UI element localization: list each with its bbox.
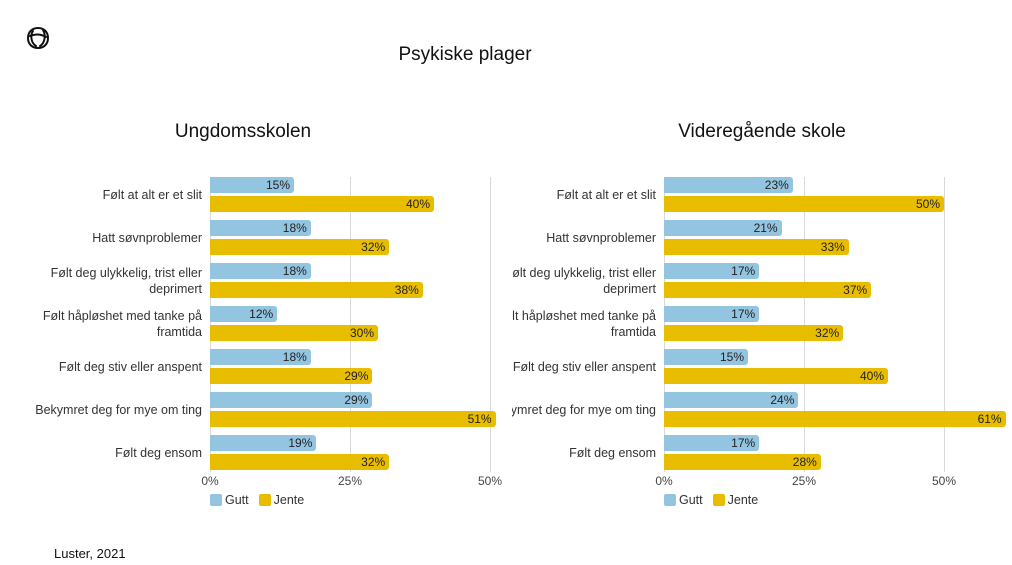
bar bbox=[664, 196, 944, 212]
x-tick-label: 50% bbox=[931, 474, 957, 488]
value-label: 18% bbox=[282, 264, 307, 278]
bar bbox=[210, 325, 378, 341]
category-label: Hatt søvnproblemer bbox=[92, 230, 202, 245]
bar bbox=[210, 349, 311, 365]
value-label: 18% bbox=[282, 350, 307, 364]
category-label: Følt deg stiv eller anspent bbox=[512, 359, 656, 374]
category-label: Følt deg ensom bbox=[569, 445, 656, 460]
bar bbox=[210, 239, 390, 255]
value-label: 51% bbox=[467, 412, 492, 426]
value-label: 40% bbox=[859, 369, 884, 383]
category-labels: Følt at alt er et slit Hatt søvnproblemer… bbox=[0, 0, 202, 565]
bar bbox=[210, 435, 317, 451]
bar bbox=[664, 392, 799, 408]
bar bbox=[664, 282, 872, 298]
value-label: 32% bbox=[815, 326, 840, 340]
category-label: Følt at alt er et slit bbox=[556, 187, 656, 202]
bar bbox=[664, 411, 1006, 427]
value-label: 24% bbox=[770, 393, 795, 407]
chart-title: Videregående skole bbox=[678, 121, 846, 142]
bar bbox=[664, 368, 888, 384]
bar bbox=[664, 177, 793, 193]
value-label: 15% bbox=[265, 178, 290, 192]
grid-line bbox=[944, 177, 945, 472]
bar bbox=[210, 263, 311, 279]
value-label: 19% bbox=[288, 436, 313, 450]
bar bbox=[664, 435, 760, 451]
value-label: 30% bbox=[349, 326, 374, 340]
value-label: 40% bbox=[405, 197, 430, 211]
value-label: 61% bbox=[977, 412, 1002, 426]
bar bbox=[664, 306, 760, 322]
page-title: Psykiske plager bbox=[398, 44, 532, 65]
category-label: Følt deg ulykkelig, trist eller deprimer… bbox=[512, 265, 656, 296]
value-label: 38% bbox=[394, 283, 419, 297]
value-label: 15% bbox=[719, 350, 744, 364]
category-label: Følt deg ulykkelig, trist eller deprimer… bbox=[50, 265, 202, 296]
value-label: 29% bbox=[344, 393, 369, 407]
bar bbox=[210, 392, 373, 408]
legend-label: Gutt bbox=[679, 493, 703, 507]
x-tick-label: 0% bbox=[201, 474, 219, 488]
grid-line bbox=[210, 177, 211, 472]
footer: Luster, 2021 bbox=[54, 546, 126, 561]
value-label: 18% bbox=[282, 221, 307, 235]
bar bbox=[664, 325, 844, 341]
bar bbox=[210, 306, 278, 322]
value-label: 33% bbox=[820, 240, 845, 254]
legend-swatch bbox=[258, 494, 271, 506]
bar bbox=[210, 282, 423, 298]
category-label: Følt håpløshet med tanke på framtida bbox=[512, 308, 656, 339]
category-label: Følt deg stiv eller anspent bbox=[58, 359, 202, 374]
bar bbox=[664, 349, 748, 365]
bar bbox=[210, 454, 390, 470]
grid-line bbox=[664, 177, 665, 472]
legend-swatch bbox=[210, 494, 222, 506]
value-label: 21% bbox=[753, 221, 778, 235]
bar bbox=[664, 220, 782, 236]
value-label: 32% bbox=[361, 240, 386, 254]
value-label: 17% bbox=[731, 436, 756, 450]
category-label: Følt at alt er et slit bbox=[102, 187, 202, 202]
category-labels: Følt at alt er et slit Hatt søvnproblemer… bbox=[512, 0, 656, 565]
legend-swatch bbox=[712, 494, 725, 506]
bar bbox=[664, 454, 821, 470]
value-label: 23% bbox=[764, 178, 789, 192]
legend-label: Gutt bbox=[225, 493, 249, 507]
value-label: 37% bbox=[843, 283, 868, 297]
bar bbox=[210, 177, 294, 193]
legend-label: Jente bbox=[273, 493, 305, 507]
logo bbox=[26, 26, 50, 50]
bar bbox=[210, 220, 311, 236]
bar bbox=[664, 239, 849, 255]
value-label: 29% bbox=[344, 369, 369, 383]
category-label: Følt håpløshet med tanke på framtida bbox=[42, 308, 202, 339]
x-tick-label: 25% bbox=[791, 474, 817, 488]
category-label: Følt deg ensom bbox=[115, 445, 202, 460]
value-label: 12% bbox=[249, 307, 274, 321]
bar bbox=[210, 411, 496, 427]
chart-title: Ungdomsskolen bbox=[174, 121, 312, 142]
x-tick-label: 0% bbox=[655, 474, 673, 488]
category-label: Hatt søvnproblemer bbox=[546, 230, 656, 245]
legend-label: Jente bbox=[727, 493, 759, 507]
value-label: 17% bbox=[731, 307, 756, 321]
x-tick-label: 50% bbox=[477, 474, 503, 488]
bar bbox=[664, 263, 760, 279]
category-label: Bekymret deg for mye om ting bbox=[512, 402, 656, 417]
value-label: 28% bbox=[792, 455, 817, 469]
grid-line bbox=[350, 177, 351, 472]
bar bbox=[210, 196, 434, 212]
value-label: 17% bbox=[731, 264, 756, 278]
grid-line bbox=[804, 177, 805, 472]
grid-line bbox=[490, 177, 491, 472]
value-label: 32% bbox=[361, 455, 386, 469]
category-label: Bekymret deg for mye om ting bbox=[35, 402, 202, 417]
value-label: 50% bbox=[915, 197, 940, 211]
bar bbox=[210, 368, 373, 384]
x-tick-label: 25% bbox=[337, 474, 363, 488]
legend-swatch bbox=[664, 494, 676, 506]
